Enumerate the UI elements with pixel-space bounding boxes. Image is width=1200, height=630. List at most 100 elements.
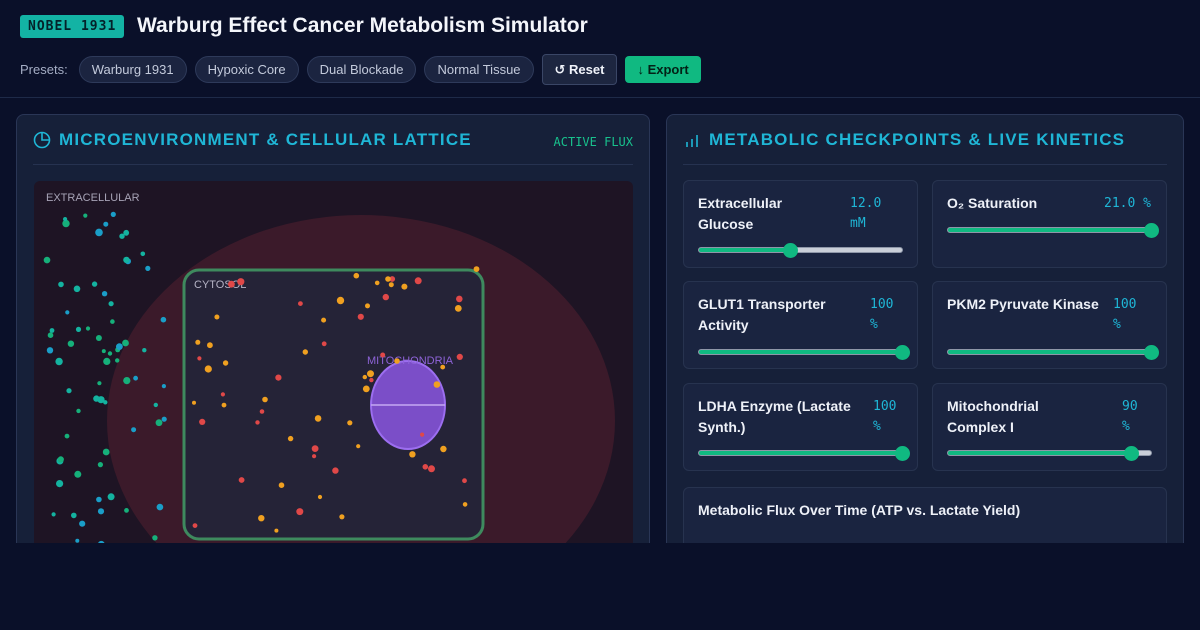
oxygen-molecule: [62, 219, 70, 228]
preset-dual-blockade-button[interactable]: Dual Blockade: [306, 56, 417, 83]
complex1-slider[interactable]: [947, 446, 1152, 461]
exported-molecule: [454, 305, 462, 312]
complex1-slider-thumb[interactable]: [1123, 446, 1139, 461]
oxygen-slider-fill: [948, 228, 1151, 232]
lactate-molecule: [311, 445, 319, 452]
preset-normal-tissue-button[interactable]: Normal Tissue: [424, 56, 534, 83]
ldha-value: 100 %: [873, 399, 897, 434]
ldha-control-card: LDHA Enzyme (Lactate Synth.) 100 %: [683, 383, 918, 471]
complex1-value: 90 %: [1122, 399, 1138, 434]
glucose-slider[interactable]: [698, 243, 903, 258]
oxygen-molecule: [97, 508, 105, 515]
oxygen-molecule: [49, 328, 55, 333]
oxygen-molecule: [66, 388, 72, 394]
oxygen-slider-thumb[interactable]: [1144, 223, 1159, 238]
glucose-molecule: [365, 303, 370, 309]
glut1-control-card: GLUT1 Transporter Activity 100 %: [683, 281, 918, 369]
lactate-molecule: [298, 301, 303, 306]
glucose-slider-thumb[interactable]: [783, 243, 799, 258]
oxygen-molecule: [67, 340, 75, 347]
cell-membrane: [182, 268, 485, 541]
oxygen-molecule: [131, 427, 137, 433]
ldha-slider-thumb[interactable]: [895, 446, 910, 461]
glucose-molecule: [374, 280, 380, 286]
oxygen-molecule: [110, 319, 115, 324]
oxygen-molecule: [142, 348, 147, 353]
exported-molecule: [473, 266, 480, 272]
exported-molecule: [385, 276, 391, 282]
glut1-slider[interactable]: [698, 345, 910, 360]
glucose-molecule: [258, 515, 265, 522]
oxygen-molecule: [153, 402, 158, 408]
oxygen-control-card: O₂ Saturation 21.0 %: [932, 180, 1167, 268]
oxygen-molecule: [124, 508, 129, 513]
oxygen-molecule: [156, 503, 164, 511]
export-button[interactable]: ↓ Export: [625, 56, 701, 83]
preset-hypoxic-core-button[interactable]: Hypoxic Core: [194, 56, 299, 83]
oxygen-molecule: [76, 408, 81, 414]
oxygen-slider[interactable]: [947, 223, 1159, 238]
oxygen-molecule: [107, 351, 113, 356]
glut1-value: 100 %: [870, 297, 894, 332]
cellular-lattice-canvas[interactable]: EXTRACELLULAR CYTOSOL MITOCHONDRIA: [34, 181, 633, 561]
oxygen-molecule: [103, 357, 111, 365]
oxygen-molecule: [123, 256, 130, 264]
oxygen-molecule: [97, 396, 105, 404]
lactate-molecule: [199, 418, 206, 425]
presets-label: Presets:: [20, 62, 68, 77]
lactate-molecule: [228, 280, 235, 288]
glut1-slider-fill: [699, 350, 902, 354]
oxygen-molecule: [152, 535, 158, 541]
oxygen-molecule: [47, 332, 54, 338]
preset-warburg-1931-button[interactable]: Warburg 1931: [78, 56, 187, 83]
oxygen-molecule: [96, 496, 102, 503]
glucose-molecule: [317, 494, 323, 500]
mitochondria-label: MITOCHONDRIA: [367, 355, 454, 367]
microenvironment-panel-header: MICROENVIRONMENT & CELLULAR LATTICE ACTI…: [33, 115, 633, 165]
oxygen-molecule: [97, 381, 102, 386]
pkm2-slider-thumb[interactable]: [1144, 345, 1159, 360]
exported-molecule: [414, 277, 422, 285]
oxygen-molecule: [102, 448, 110, 456]
pkm2-slider[interactable]: [947, 345, 1159, 360]
glucose-molecule: [388, 282, 394, 288]
lactate-molecule: [192, 523, 198, 528]
oxygen-molecule: [51, 512, 56, 517]
oxygen-molecule: [123, 229, 130, 236]
oxygen-molecule: [133, 375, 138, 381]
glucose-molecule: [274, 528, 279, 533]
glucose-molecule: [347, 420, 353, 426]
oxygen-molecule: [71, 512, 77, 519]
oxygen-molecule: [43, 256, 51, 264]
checkpoints-panel-title: METABOLIC CHECKPOINTS & LIVE KINETICS: [709, 129, 1126, 149]
oxygen-molecule: [95, 228, 103, 237]
glut1-slider-thumb[interactable]: [895, 345, 910, 360]
glucose-molecule: [278, 482, 285, 489]
ldha-slider[interactable]: [698, 446, 910, 461]
glucose-molecule: [394, 358, 400, 364]
oxygen-molecule: [160, 316, 167, 323]
lactate-molecule: [321, 341, 327, 347]
oxygen-molecule: [85, 326, 91, 331]
oxygen-molecule: [108, 301, 114, 307]
oxygen-molecule: [103, 221, 109, 227]
oxygen-value: 21.0 %: [1104, 196, 1151, 211]
oxygen-molecule: [95, 335, 102, 341]
pkm2-control-card: PKM2 Pyruvate Kinase 100 %: [932, 281, 1167, 369]
glucose-molecule: [321, 317, 327, 323]
lactate-molecule: [332, 467, 339, 474]
lactate-molecule: [380, 352, 386, 358]
glucose-value: 12.0 mM: [850, 196, 882, 231]
oxygen-molecule: [74, 470, 82, 478]
glucose-control-card: Extracellular Glucose 12.0 mM: [683, 180, 918, 268]
glucose-molecule: [314, 415, 322, 422]
lactate-molecule: [312, 454, 317, 459]
lactate-molecule: [259, 409, 265, 414]
lactate-molecule: [237, 278, 245, 286]
oxygen-molecule: [161, 416, 167, 422]
reset-button[interactable]: ↺ Reset: [541, 54, 618, 85]
pkm2-label: PKM2 Pyruvate Kinase: [947, 296, 1099, 312]
viewport-bottom-fill: [0, 543, 1200, 630]
glucose-molecule: [221, 402, 227, 408]
complex1-label: Mitochondrial Complex I: [947, 398, 1039, 435]
